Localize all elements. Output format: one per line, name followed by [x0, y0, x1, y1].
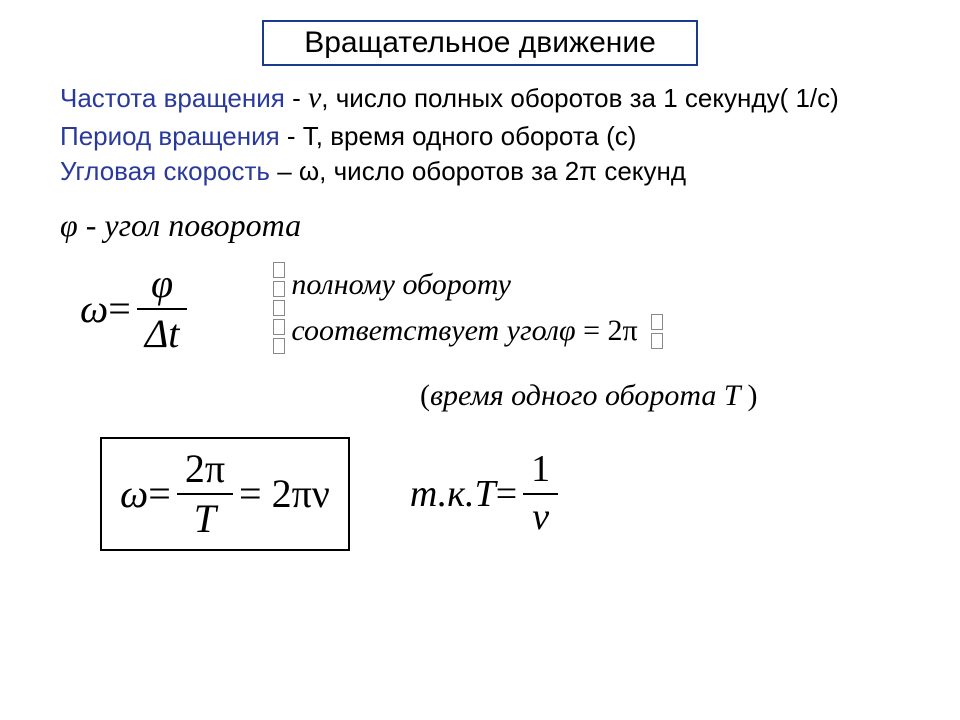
tk-frac-num: 1	[523, 449, 558, 491]
term-frequency: Частота вращения	[60, 83, 285, 113]
boxed-frac-den: T	[186, 497, 224, 541]
marker-box	[273, 338, 285, 354]
def-period: Период вращения - Т, время одного оборот…	[60, 119, 900, 154]
marker-box	[273, 300, 285, 316]
def-angular-velocity: Угловая скорость – ω, число оборотов за …	[60, 154, 900, 189]
boxed-frac: 2π T	[177, 447, 233, 541]
omega-lhs: ω	[80, 285, 108, 332]
tk-eq: =	[496, 472, 517, 516]
phi-dash: -	[78, 207, 105, 243]
marker-box	[273, 319, 285, 335]
omega-frac-bar	[137, 308, 188, 310]
markers-inline	[651, 314, 663, 352]
title-box: Вращательное движение	[262, 20, 698, 66]
omega-frac-den: Δt	[137, 312, 188, 356]
marker-box	[273, 262, 285, 278]
markers-column	[273, 262, 285, 357]
omega-frac-num: φ	[143, 262, 181, 306]
term-angvel: Угловая скорость	[60, 156, 270, 186]
term-period: Период вращения	[60, 121, 280, 151]
slide-page: Вращательное движение Частота вращения -…	[0, 0, 960, 720]
omega-fraction: φ Δt	[137, 262, 188, 356]
boxed-frac-bar	[177, 493, 233, 495]
tk-frac-bar	[523, 493, 558, 495]
freq-sym-prefix: -	[285, 83, 308, 113]
tk-label: т.к.	[410, 472, 475, 516]
phi-definition-line: φ - угол поворота	[60, 207, 900, 244]
paren-open: (	[420, 379, 430, 412]
def-frequency: Частота вращения - ν, число полных оборо…	[60, 78, 900, 119]
period-rest: - Т, время одного оборота (с)	[280, 121, 637, 151]
angvel-rest: – ω, число оборотов за 2π секунд	[270, 156, 686, 186]
period-relation: т.к. T = 1 ν	[410, 449, 564, 539]
tk-frac: 1 ν	[523, 449, 558, 539]
note-stack: полному обороту соответствует уголφ = 2π	[291, 262, 669, 355]
boxed-eq2: = 2πν	[239, 470, 330, 517]
marker-box	[651, 314, 663, 330]
omega-fraction-eq: ω = φ Δt	[80, 262, 193, 356]
math-area: φ - угол поворота ω = φ Δt	[60, 207, 900, 551]
phi-text: угол поворота	[104, 207, 301, 243]
row-omega-and-notes: ω = φ Δt	[60, 262, 900, 357]
tk-frac-den: ν	[524, 497, 557, 539]
boxed-frac-num: 2π	[177, 447, 233, 491]
boxed-eq1: =	[148, 470, 171, 517]
note-line-1: полному обороту	[291, 262, 669, 309]
definitions-block: Частота вращения - ν, число полных оборо…	[60, 78, 900, 189]
note-line2-eq: = 2π	[583, 314, 638, 347]
paren-text: время одного оборота T	[430, 379, 748, 412]
marker-box	[273, 281, 285, 297]
title-text: Вращательное движение	[304, 26, 656, 59]
paren-close: )	[748, 379, 758, 412]
boxed-lhs: ω	[120, 470, 148, 517]
note-line2-a: соответствует угол	[291, 314, 559, 347]
note-line-2: соответствует уголφ = 2π	[291, 308, 669, 355]
omega-eq-sign: =	[108, 285, 131, 332]
boxed-omega-eq: ω = 2π T = 2πν	[100, 437, 350, 551]
freq-symbol: ν	[308, 81, 321, 114]
right-notes: полному обороту соответствует уголφ = 2π	[273, 262, 669, 357]
marker-box	[651, 333, 663, 349]
paren-line: (время одного оборота T )	[420, 379, 900, 413]
phi-symbol: φ	[60, 207, 78, 243]
freq-rest: , число полных оборотов за 1 секунду( 1/…	[321, 83, 839, 113]
row-boxed-and-period: ω = 2π T = 2πν т.к. T = 1 ν	[60, 437, 900, 551]
note-line2-phi: φ	[559, 314, 583, 347]
tk-lhs: T	[475, 472, 496, 516]
